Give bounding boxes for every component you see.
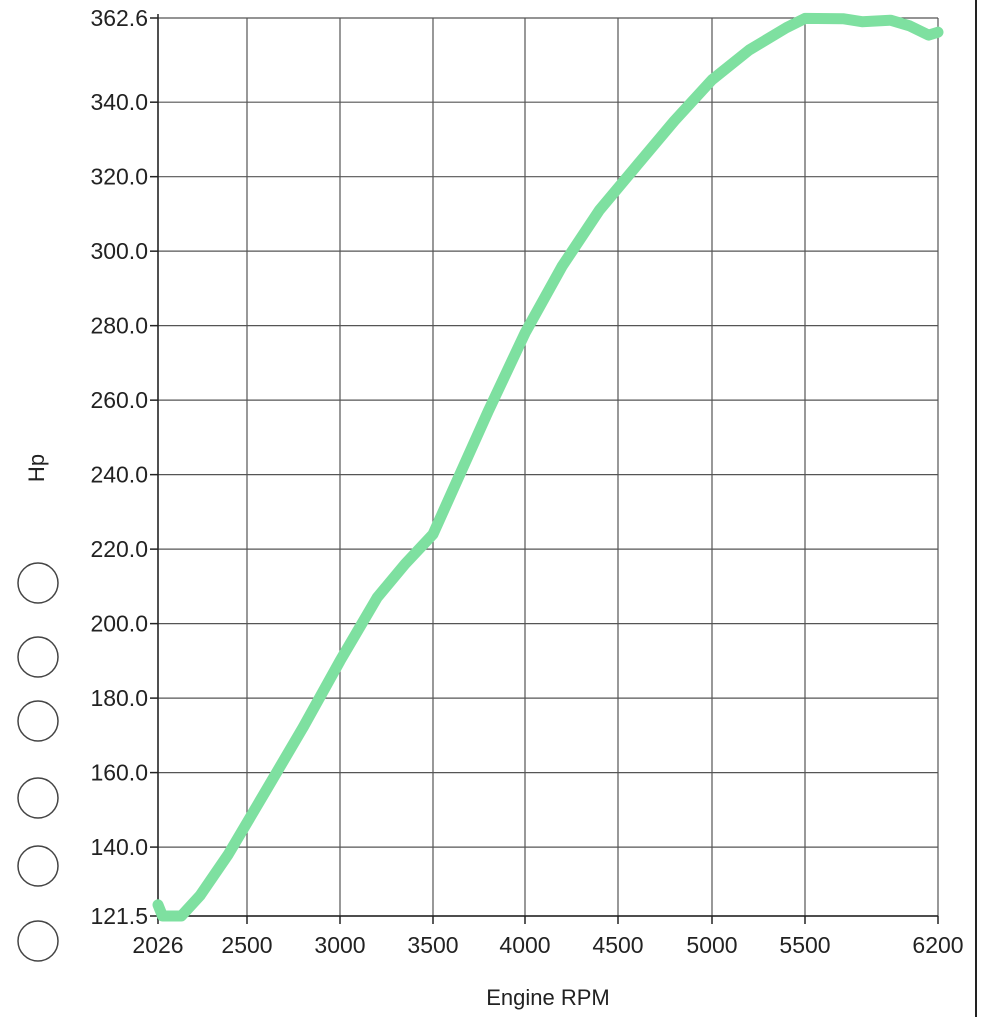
binder-hole-circle bbox=[17, 845, 59, 887]
x-tick-label: 4000 bbox=[499, 932, 550, 958]
binder-hole-circle bbox=[17, 562, 59, 604]
x-tick-label: 3000 bbox=[314, 932, 365, 958]
y-tick-label: 160.0 bbox=[90, 760, 148, 786]
y-tick-label: 280.0 bbox=[90, 313, 148, 339]
x-tick-label: 6200 bbox=[912, 932, 963, 958]
y-tick-label: 320.0 bbox=[90, 164, 148, 190]
y-tick-label: 220.0 bbox=[90, 536, 148, 562]
x-tick-label: 5000 bbox=[686, 932, 737, 958]
x-tick-labels: 2026 2500 3000 3500 4000 4500 5000 5500 6200 bbox=[132, 932, 963, 958]
x-tick-label: 2026 bbox=[132, 932, 183, 958]
hp-series-line bbox=[152, 12, 944, 922]
binder-holes bbox=[17, 562, 59, 962]
binder-hole-circle bbox=[17, 700, 59, 742]
y-tick-label: 300.0 bbox=[90, 238, 148, 264]
y-tick-label: 121.5 bbox=[90, 903, 148, 929]
y-tick-label: 180.0 bbox=[90, 685, 148, 711]
y-tick-labels: 121.5 140.0 160.0 180.0 200.0 220.0 240.0 260.0… bbox=[90, 5, 148, 929]
x-axis-label: Engine RPM bbox=[486, 985, 610, 1010]
x-tick-label: 4500 bbox=[592, 932, 643, 958]
y-axis-label: Hp bbox=[24, 454, 49, 482]
y-tick-label: 340.0 bbox=[90, 89, 148, 115]
y-tick-label: 362.6 bbox=[90, 5, 148, 31]
x-tick-label: 5500 bbox=[779, 932, 830, 958]
y-tick-label: 260.0 bbox=[90, 387, 148, 413]
series-lines bbox=[152, 12, 944, 922]
y-tick-label: 240.0 bbox=[90, 462, 148, 488]
binder-hole-circle bbox=[17, 777, 59, 819]
x-tick-label: 2500 bbox=[221, 932, 272, 958]
x-tick-label: 3500 bbox=[407, 932, 458, 958]
y-tick-label: 200.0 bbox=[90, 611, 148, 637]
binder-hole-circle bbox=[17, 920, 59, 962]
binder-hole-circle bbox=[17, 636, 59, 678]
y-tick-label: 140.0 bbox=[90, 834, 148, 860]
axes bbox=[150, 0, 977, 1017]
